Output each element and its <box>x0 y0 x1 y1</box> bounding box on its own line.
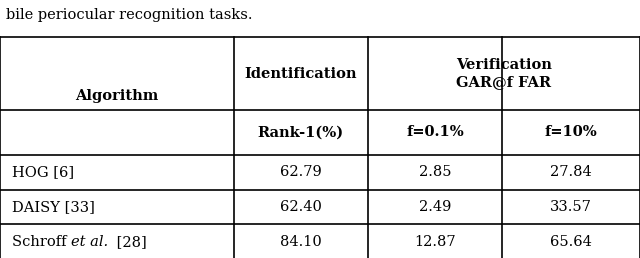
Text: 2.49: 2.49 <box>419 200 451 214</box>
Text: et al.: et al. <box>71 235 108 249</box>
Text: Identification: Identification <box>244 67 357 80</box>
Text: Rank-1(%): Rank-1(%) <box>258 125 344 139</box>
Text: Verification
GAR@f FAR: Verification GAR@f FAR <box>456 58 552 89</box>
Text: 12.87: 12.87 <box>414 235 456 249</box>
Text: [28]: [28] <box>112 235 147 249</box>
Text: 2.85: 2.85 <box>419 165 451 179</box>
Text: Algorithm: Algorithm <box>75 89 159 103</box>
Text: 33.57: 33.57 <box>550 200 592 214</box>
Text: DAISY [33]: DAISY [33] <box>12 200 94 214</box>
Text: 62.40: 62.40 <box>280 200 322 214</box>
Text: 65.64: 65.64 <box>550 235 592 249</box>
Text: 84.10: 84.10 <box>280 235 322 249</box>
Text: f=0.1%: f=0.1% <box>406 125 464 139</box>
Text: Schroff: Schroff <box>12 235 70 249</box>
Text: bile periocular recognition tasks.: bile periocular recognition tasks. <box>6 8 253 22</box>
Text: 62.79: 62.79 <box>280 165 322 179</box>
Text: f=10%: f=10% <box>545 125 598 139</box>
Text: HOG [6]: HOG [6] <box>12 165 74 179</box>
Text: 27.84: 27.84 <box>550 165 592 179</box>
